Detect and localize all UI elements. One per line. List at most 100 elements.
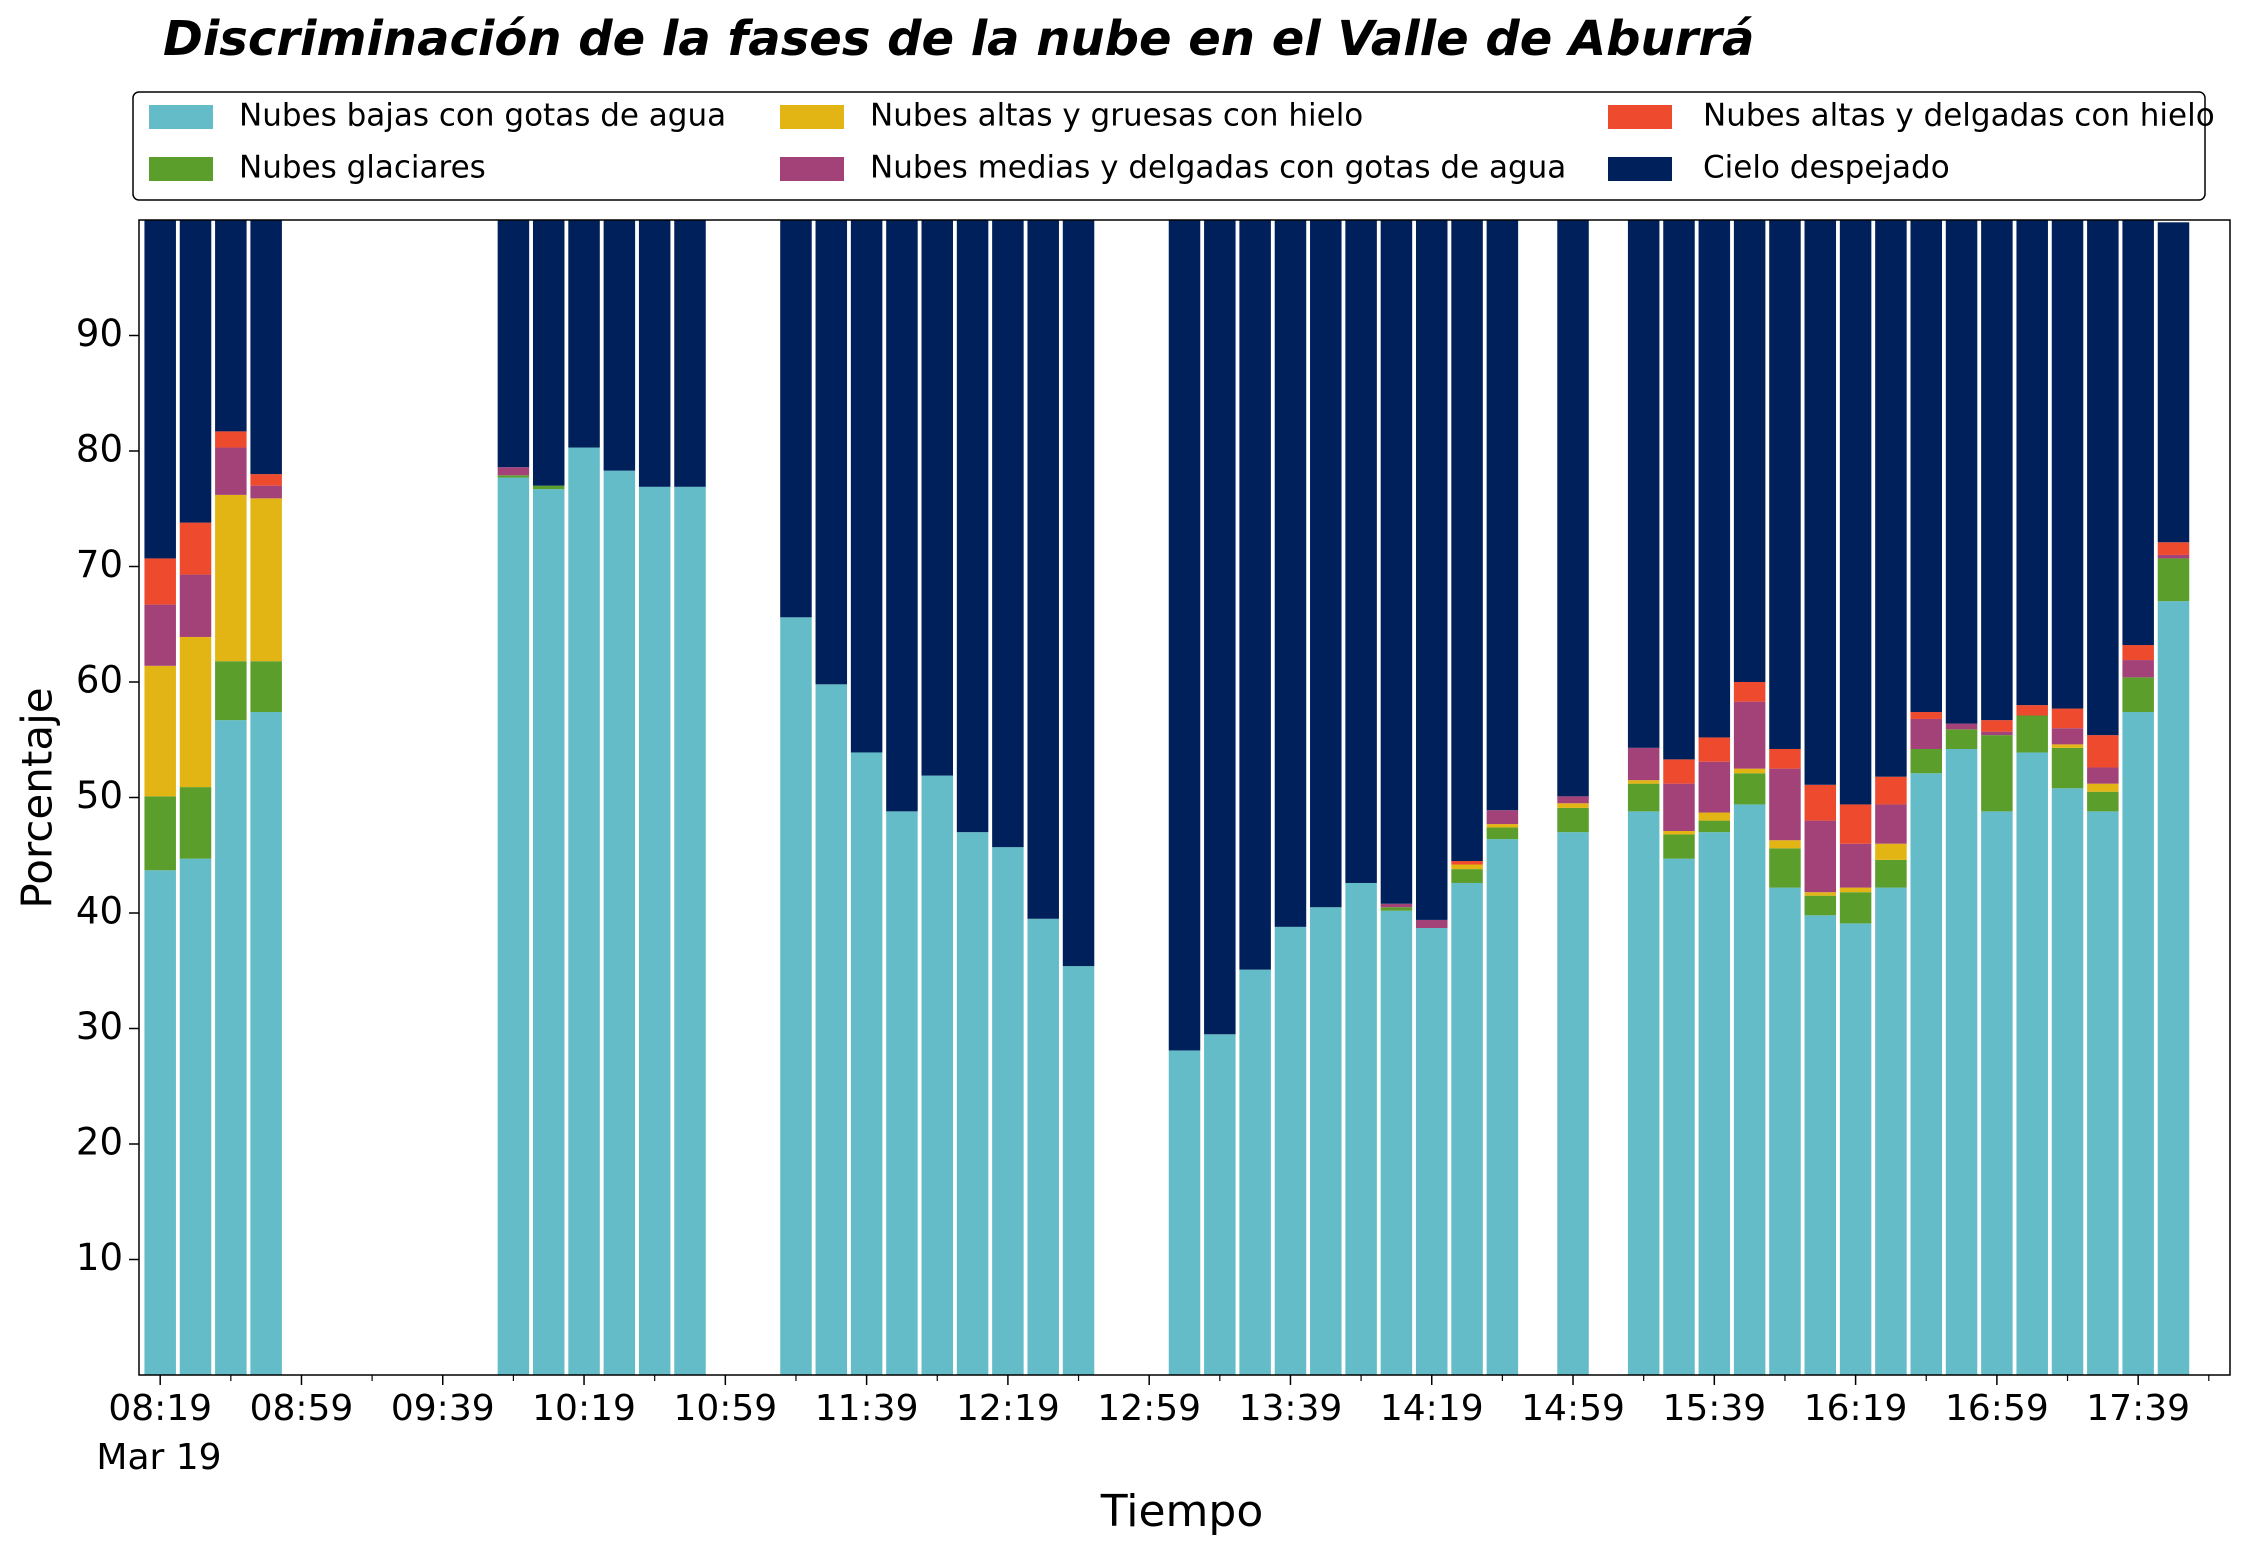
bar-segment: [1486, 220, 1519, 811]
bar-segment: [250, 474, 282, 486]
bar-segment: [1910, 748, 1942, 774]
y-tick-label: 20: [76, 1121, 123, 1164]
x-date-label: Mar 19: [96, 1437, 221, 1478]
bar-segment: [1698, 812, 1731, 821]
bar-segment: [568, 220, 600, 448]
bar-segment: [1415, 220, 1448, 920]
bar-segment: [1875, 776, 1907, 805]
bar-segment: [1415, 928, 1448, 1375]
bar-segment: [1698, 220, 1731, 738]
bar-segment: [215, 447, 247, 495]
bar-segment: [1804, 915, 1837, 1375]
bar-segment: [1204, 220, 1236, 1035]
x-tick-label: 16:19: [1804, 1388, 1908, 1429]
legend-swatch: [149, 157, 213, 181]
bar-segment: [1945, 723, 1978, 730]
bar-segment: [1698, 820, 1731, 833]
y-tick-label: 90: [76, 312, 123, 355]
bar-segment: [1062, 966, 1095, 1375]
x-tick-label: 16:59: [1945, 1388, 2049, 1429]
x-tick-label: 14:19: [1380, 1388, 1484, 1429]
bar-segment: [1557, 807, 1589, 833]
bar-segment: [2051, 220, 2084, 709]
bar-segment: [2087, 767, 2119, 784]
bar-segment: [815, 220, 848, 685]
bar-segment: [1981, 811, 2013, 1375]
bar-segment: [1698, 832, 1731, 1375]
bar-segment: [638, 220, 671, 487]
bar-segment: [1698, 761, 1731, 813]
bar-segment: [1415, 919, 1448, 929]
bar-segment: [1804, 892, 1837, 896]
bar-segment: [1380, 220, 1413, 904]
bar-segment: [1310, 220, 1342, 908]
legend-swatch: [1608, 105, 1672, 129]
bar-segment: [144, 558, 176, 605]
bar-segment: [1910, 220, 1942, 713]
bar-segment: [1875, 220, 1907, 777]
bar-segment: [1804, 220, 1837, 785]
bar-segment: [1380, 903, 1413, 908]
bar-segment: [1733, 773, 1766, 805]
bar-segment: [1663, 830, 1695, 835]
y-tick-label: 50: [76, 774, 123, 817]
bar-segment: [1839, 843, 1872, 888]
bar-segment: [2051, 744, 2084, 748]
bar-segment: [532, 485, 565, 490]
bar-segment: [1804, 784, 1837, 821]
bar-segment: [2122, 660, 2154, 678]
bar-segment: [1627, 780, 1660, 784]
bar-segment: [2087, 735, 2119, 768]
bar-segment: [674, 220, 706, 487]
bar-segment: [1910, 718, 1942, 749]
y-tick-label: 60: [76, 659, 123, 702]
bar-segment: [179, 636, 212, 788]
bar-segment: [603, 470, 636, 1375]
bar-segment: [2122, 712, 2154, 1375]
x-tick-label: 08:59: [250, 1388, 354, 1429]
bar-segment: [1875, 859, 1907, 888]
bar-segment: [2016, 220, 2048, 706]
bar-segment: [144, 665, 176, 797]
bar-segment: [921, 775, 954, 1375]
bar-segment: [179, 522, 212, 575]
bar-segment: [1239, 969, 1271, 1375]
bar-segment: [638, 486, 671, 1375]
chart-title: Discriminación de la fases de la nube en…: [163, 11, 1754, 67]
bar-segment: [1733, 682, 1766, 702]
bar-segment: [992, 847, 1024, 1375]
bar-segment: [250, 220, 282, 475]
bar-segment: [1839, 220, 1872, 805]
bar-segment: [1769, 887, 1801, 1375]
bar-segment: [1274, 220, 1307, 927]
x-tick-label: 10:19: [532, 1388, 636, 1429]
bar-segment: [1663, 220, 1695, 760]
bar-segment: [1875, 843, 1907, 860]
bar-segment: [1486, 827, 1519, 840]
bar-segment: [144, 870, 176, 1375]
bar-segment: [1875, 804, 1907, 844]
bar-segment: [1627, 783, 1660, 812]
bar-segment: [568, 447, 600, 1375]
bar-segment: [2087, 811, 2119, 1375]
bar-segment: [250, 485, 282, 499]
bar-segment: [250, 661, 282, 713]
bar-segment: [1557, 796, 1589, 804]
bar-segment: [815, 684, 848, 1375]
legend-label: Nubes bajas con gotas de agua: [239, 98, 726, 134]
bar-segment: [992, 220, 1024, 848]
bar-segment: [1204, 1034, 1236, 1375]
bar-segment: [497, 467, 530, 476]
bar-segment: [2087, 791, 2119, 812]
x-tick-label: 17:39: [2086, 1388, 2190, 1429]
bar-segment: [1910, 773, 1942, 1375]
bar-segment: [1168, 1050, 1201, 1375]
bar-segment: [2157, 558, 2190, 602]
bar-segment: [1380, 910, 1413, 1375]
bar-segment: [532, 220, 565, 486]
bar-segment: [215, 494, 247, 662]
bar-segment: [674, 486, 706, 1375]
bar-segment: [2016, 705, 2048, 716]
bar-segment: [2157, 542, 2190, 555]
bar-segment: [1274, 926, 1307, 1375]
